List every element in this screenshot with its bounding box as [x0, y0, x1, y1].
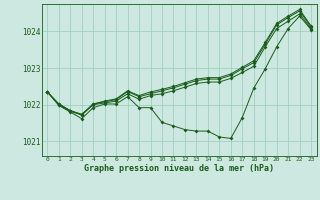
X-axis label: Graphe pression niveau de la mer (hPa): Graphe pression niveau de la mer (hPa): [84, 164, 274, 173]
